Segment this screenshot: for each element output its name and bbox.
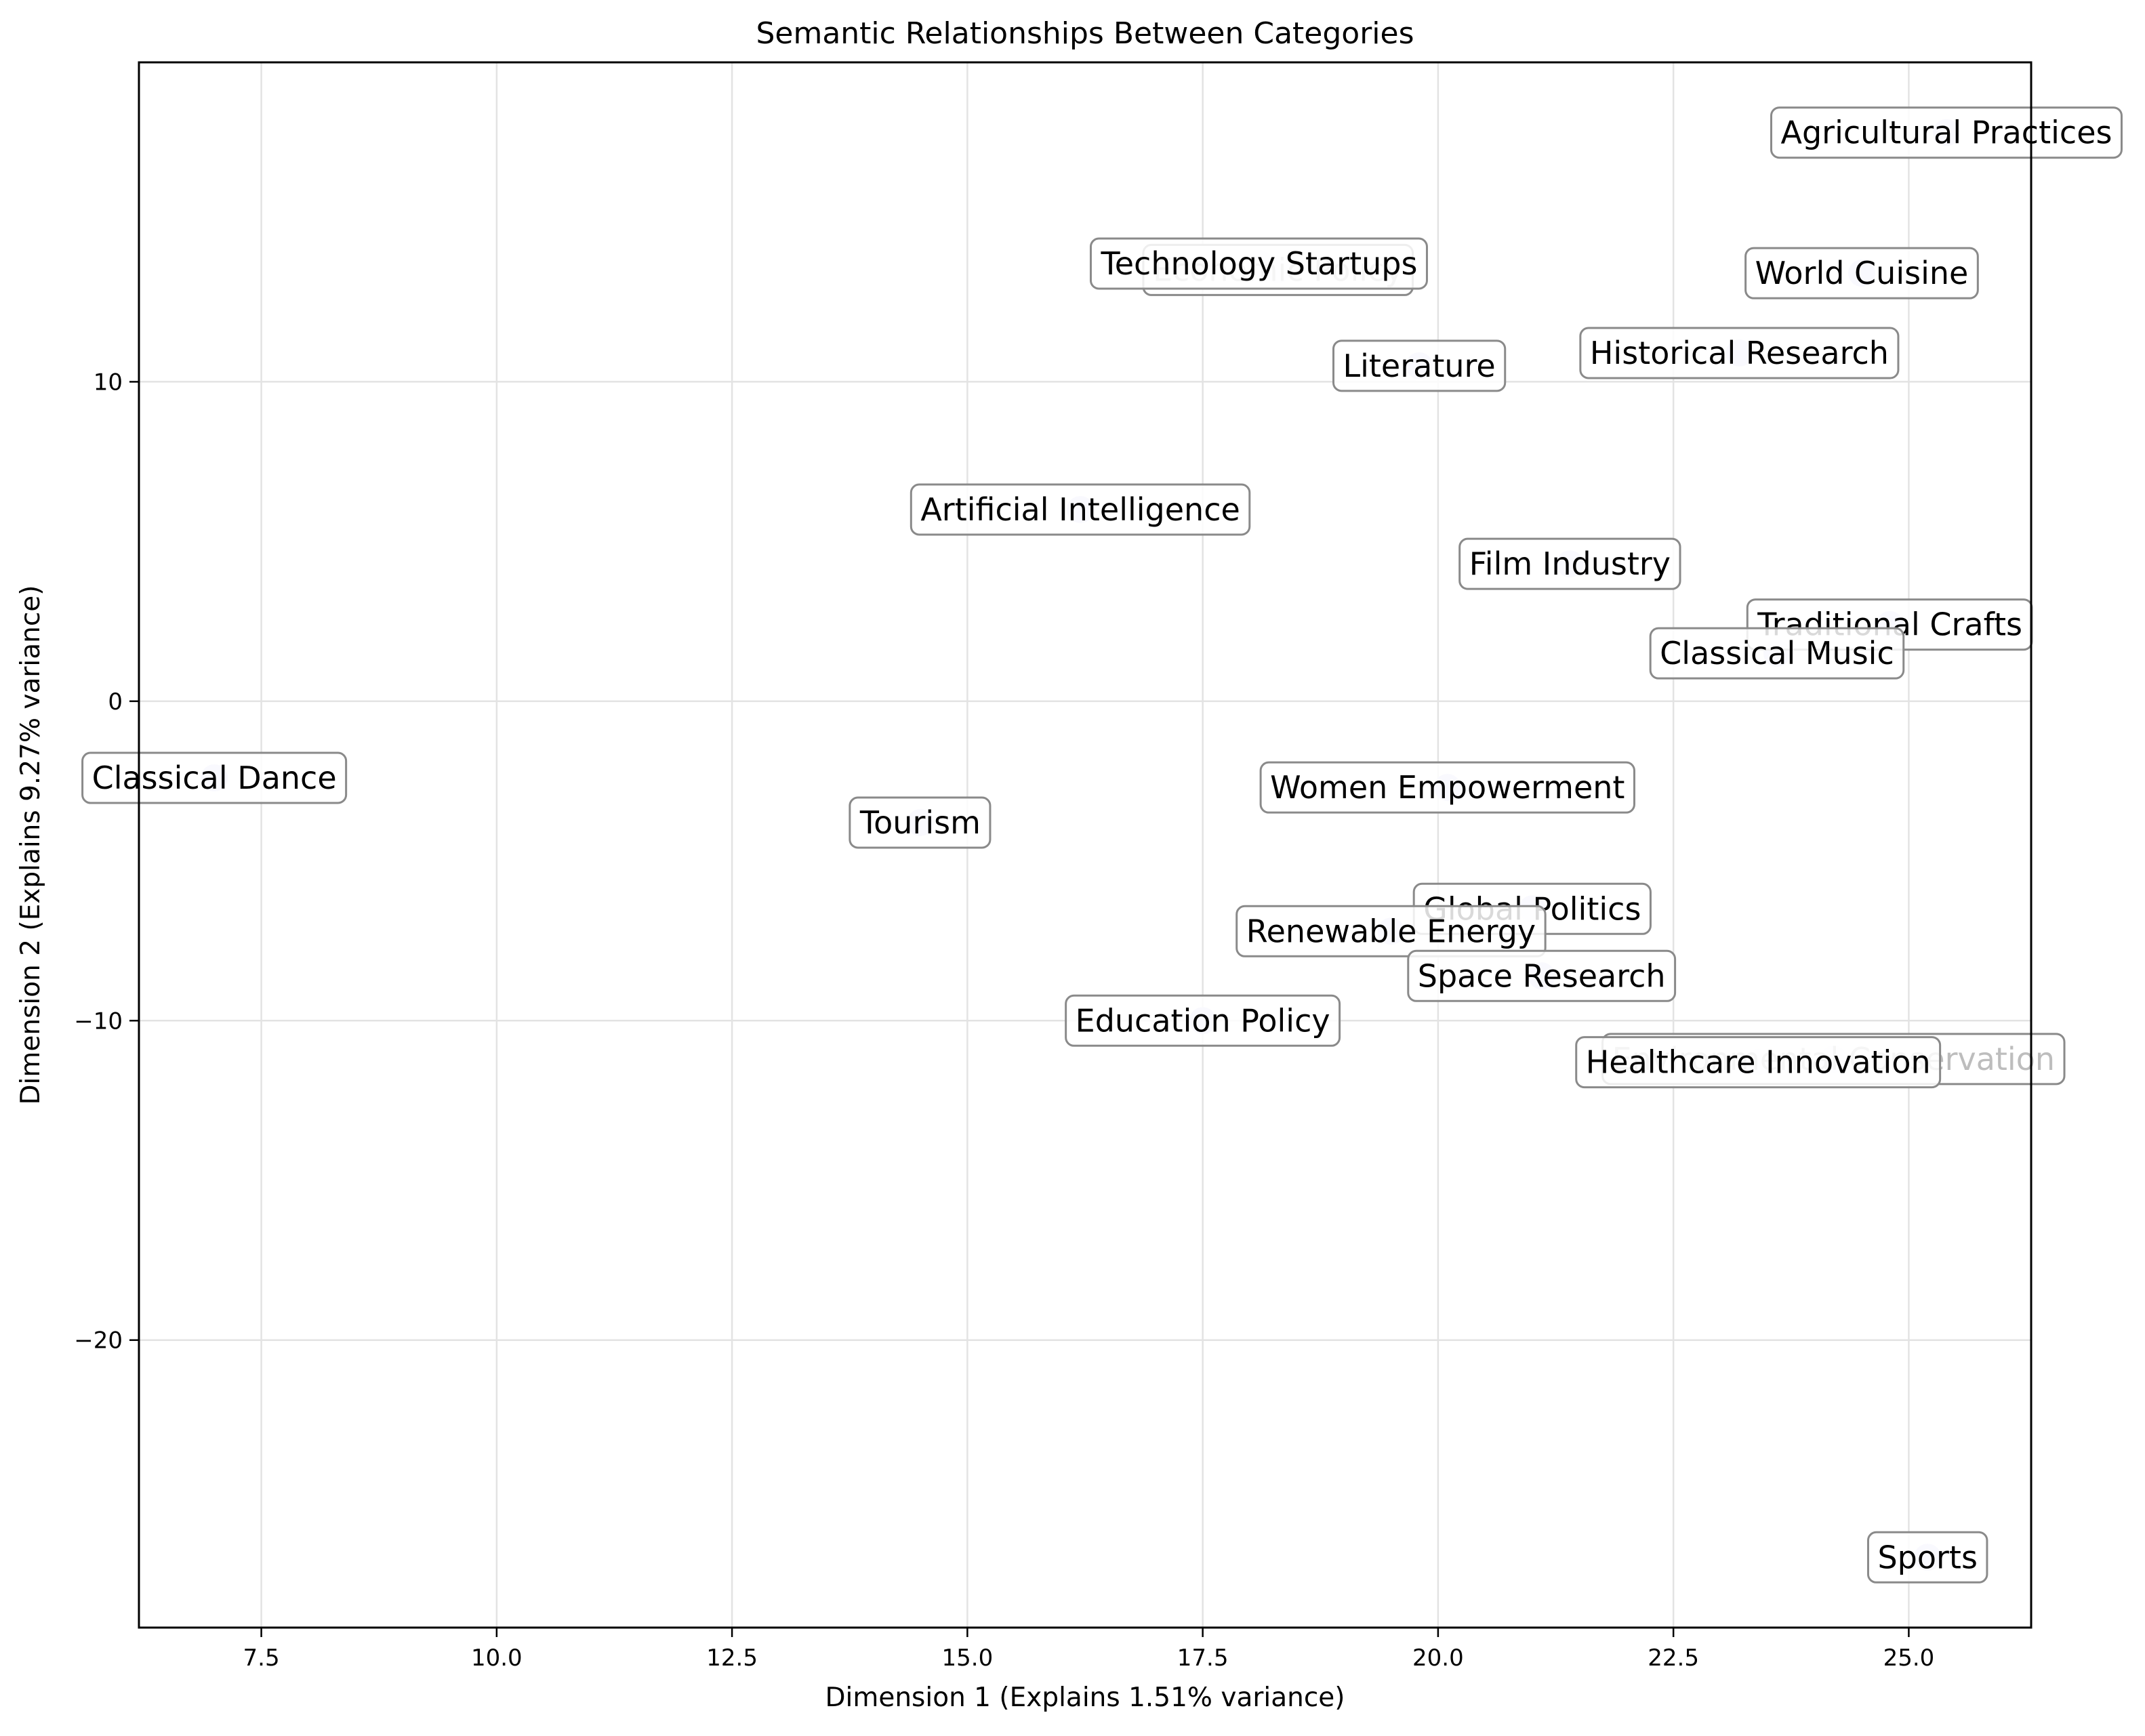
x-tick-label: 12.5 [706, 1645, 758, 1672]
point-label: Renewable Energy [1246, 913, 1536, 949]
point-label: Healthcare Innovation [1586, 1044, 1931, 1081]
point-label: Tourism [859, 804, 981, 841]
point-label-box [1065, 994, 1341, 1047]
point-label-box [1458, 537, 1681, 590]
point-label: Technology Startups [1100, 245, 1417, 282]
plot-frame [138, 61, 2032, 1629]
point-label-group: Artificial Intelligence [910, 483, 1251, 536]
y-tick-label: −20 [74, 1327, 123, 1355]
point-label: Agricultural Practices [1780, 115, 2112, 151]
point-label-box [1744, 247, 1979, 299]
point-label-box [81, 751, 348, 804]
point-label-group: Tourism [849, 796, 992, 849]
x-tick-label: 20.0 [1412, 1645, 1464, 1672]
point-label-group: World Cuisine [1744, 247, 1979, 299]
point-label: Classical Dance [92, 760, 337, 796]
point-label: Artificial Intelligence [920, 491, 1240, 528]
point-label-box [1649, 627, 1905, 680]
chart-title: Semantic Relationships Between Categorie… [756, 16, 1414, 51]
x-tick-label: 7.5 [243, 1645, 280, 1672]
y-axis-label: Dimension 2 (Explains 9.27% variance) [16, 585, 46, 1104]
point-label-group: Technology Startups [1089, 237, 1428, 290]
point-label-group: Classical Dance [81, 751, 348, 804]
point-label-box [849, 796, 992, 849]
point-label-group: Education Policy [1065, 994, 1341, 1047]
point-label: Space Research [1418, 957, 1666, 994]
x-tick-label: 25.0 [1883, 1645, 1935, 1672]
ticks-layer: 7.5 10.0 12.5 15.0 17.5 20.0 22.5 25.0 10 0 −10 −20 [74, 369, 1934, 1672]
point-label-box [910, 483, 1251, 536]
point-label-box [1259, 761, 1635, 814]
x-tick-label: 15.0 [942, 1645, 994, 1672]
point-label: Women Empowerment [1270, 769, 1625, 806]
point-label: Classical Music [1660, 635, 1894, 671]
point-label-box [1866, 1531, 1988, 1584]
point-label: World Cuisine [1755, 255, 1969, 291]
point-label-box [1579, 327, 1900, 379]
point-label-group: Agricultural Practices [1770, 106, 2123, 159]
point-label-box [1235, 905, 1547, 957]
y-tick-label: 0 [108, 688, 123, 716]
y-tick-label: −10 [74, 1008, 123, 1035]
point-label-group: Renewable Energy [1235, 905, 1547, 957]
x-tick-label: 22.5 [1648, 1645, 1699, 1672]
point-label-group: Sports [1866, 1531, 1988, 1584]
point-label: Literature [1343, 348, 1495, 384]
point-label: Film Industry [1469, 545, 1671, 582]
point-label-group: Classical Music [1649, 627, 1905, 680]
point-label-group: Historical Research [1579, 327, 1900, 379]
point-label-box [1575, 1036, 1942, 1089]
x-tick-label: 17.5 [1177, 1645, 1229, 1672]
labels-layer: Economic PolicyEnvironmental Conservatio… [81, 106, 2123, 1584]
point-label-group: Film Industry [1458, 537, 1681, 590]
x-axis-label: Dimension 1 (Explains 1.51% variance) [825, 1682, 1345, 1713]
point-label: Education Policy [1076, 1002, 1330, 1039]
x-tick-label: 10.0 [471, 1645, 523, 1672]
point-label-box [1089, 237, 1428, 290]
point-label: Sports [1877, 1539, 1977, 1575]
point-label-box [1770, 106, 2123, 159]
point-label-group: Literature [1332, 339, 1507, 392]
point-label-group: Space Research [1407, 949, 1677, 1002]
point-label-group: Healthcare Innovation [1575, 1036, 1942, 1089]
point-label-group: Women Empowerment [1259, 761, 1635, 814]
point-label: Historical Research [1590, 335, 1889, 371]
point-label-box [1332, 339, 1507, 392]
y-tick-label: 10 [94, 369, 123, 396]
point-label-box [1407, 949, 1677, 1002]
